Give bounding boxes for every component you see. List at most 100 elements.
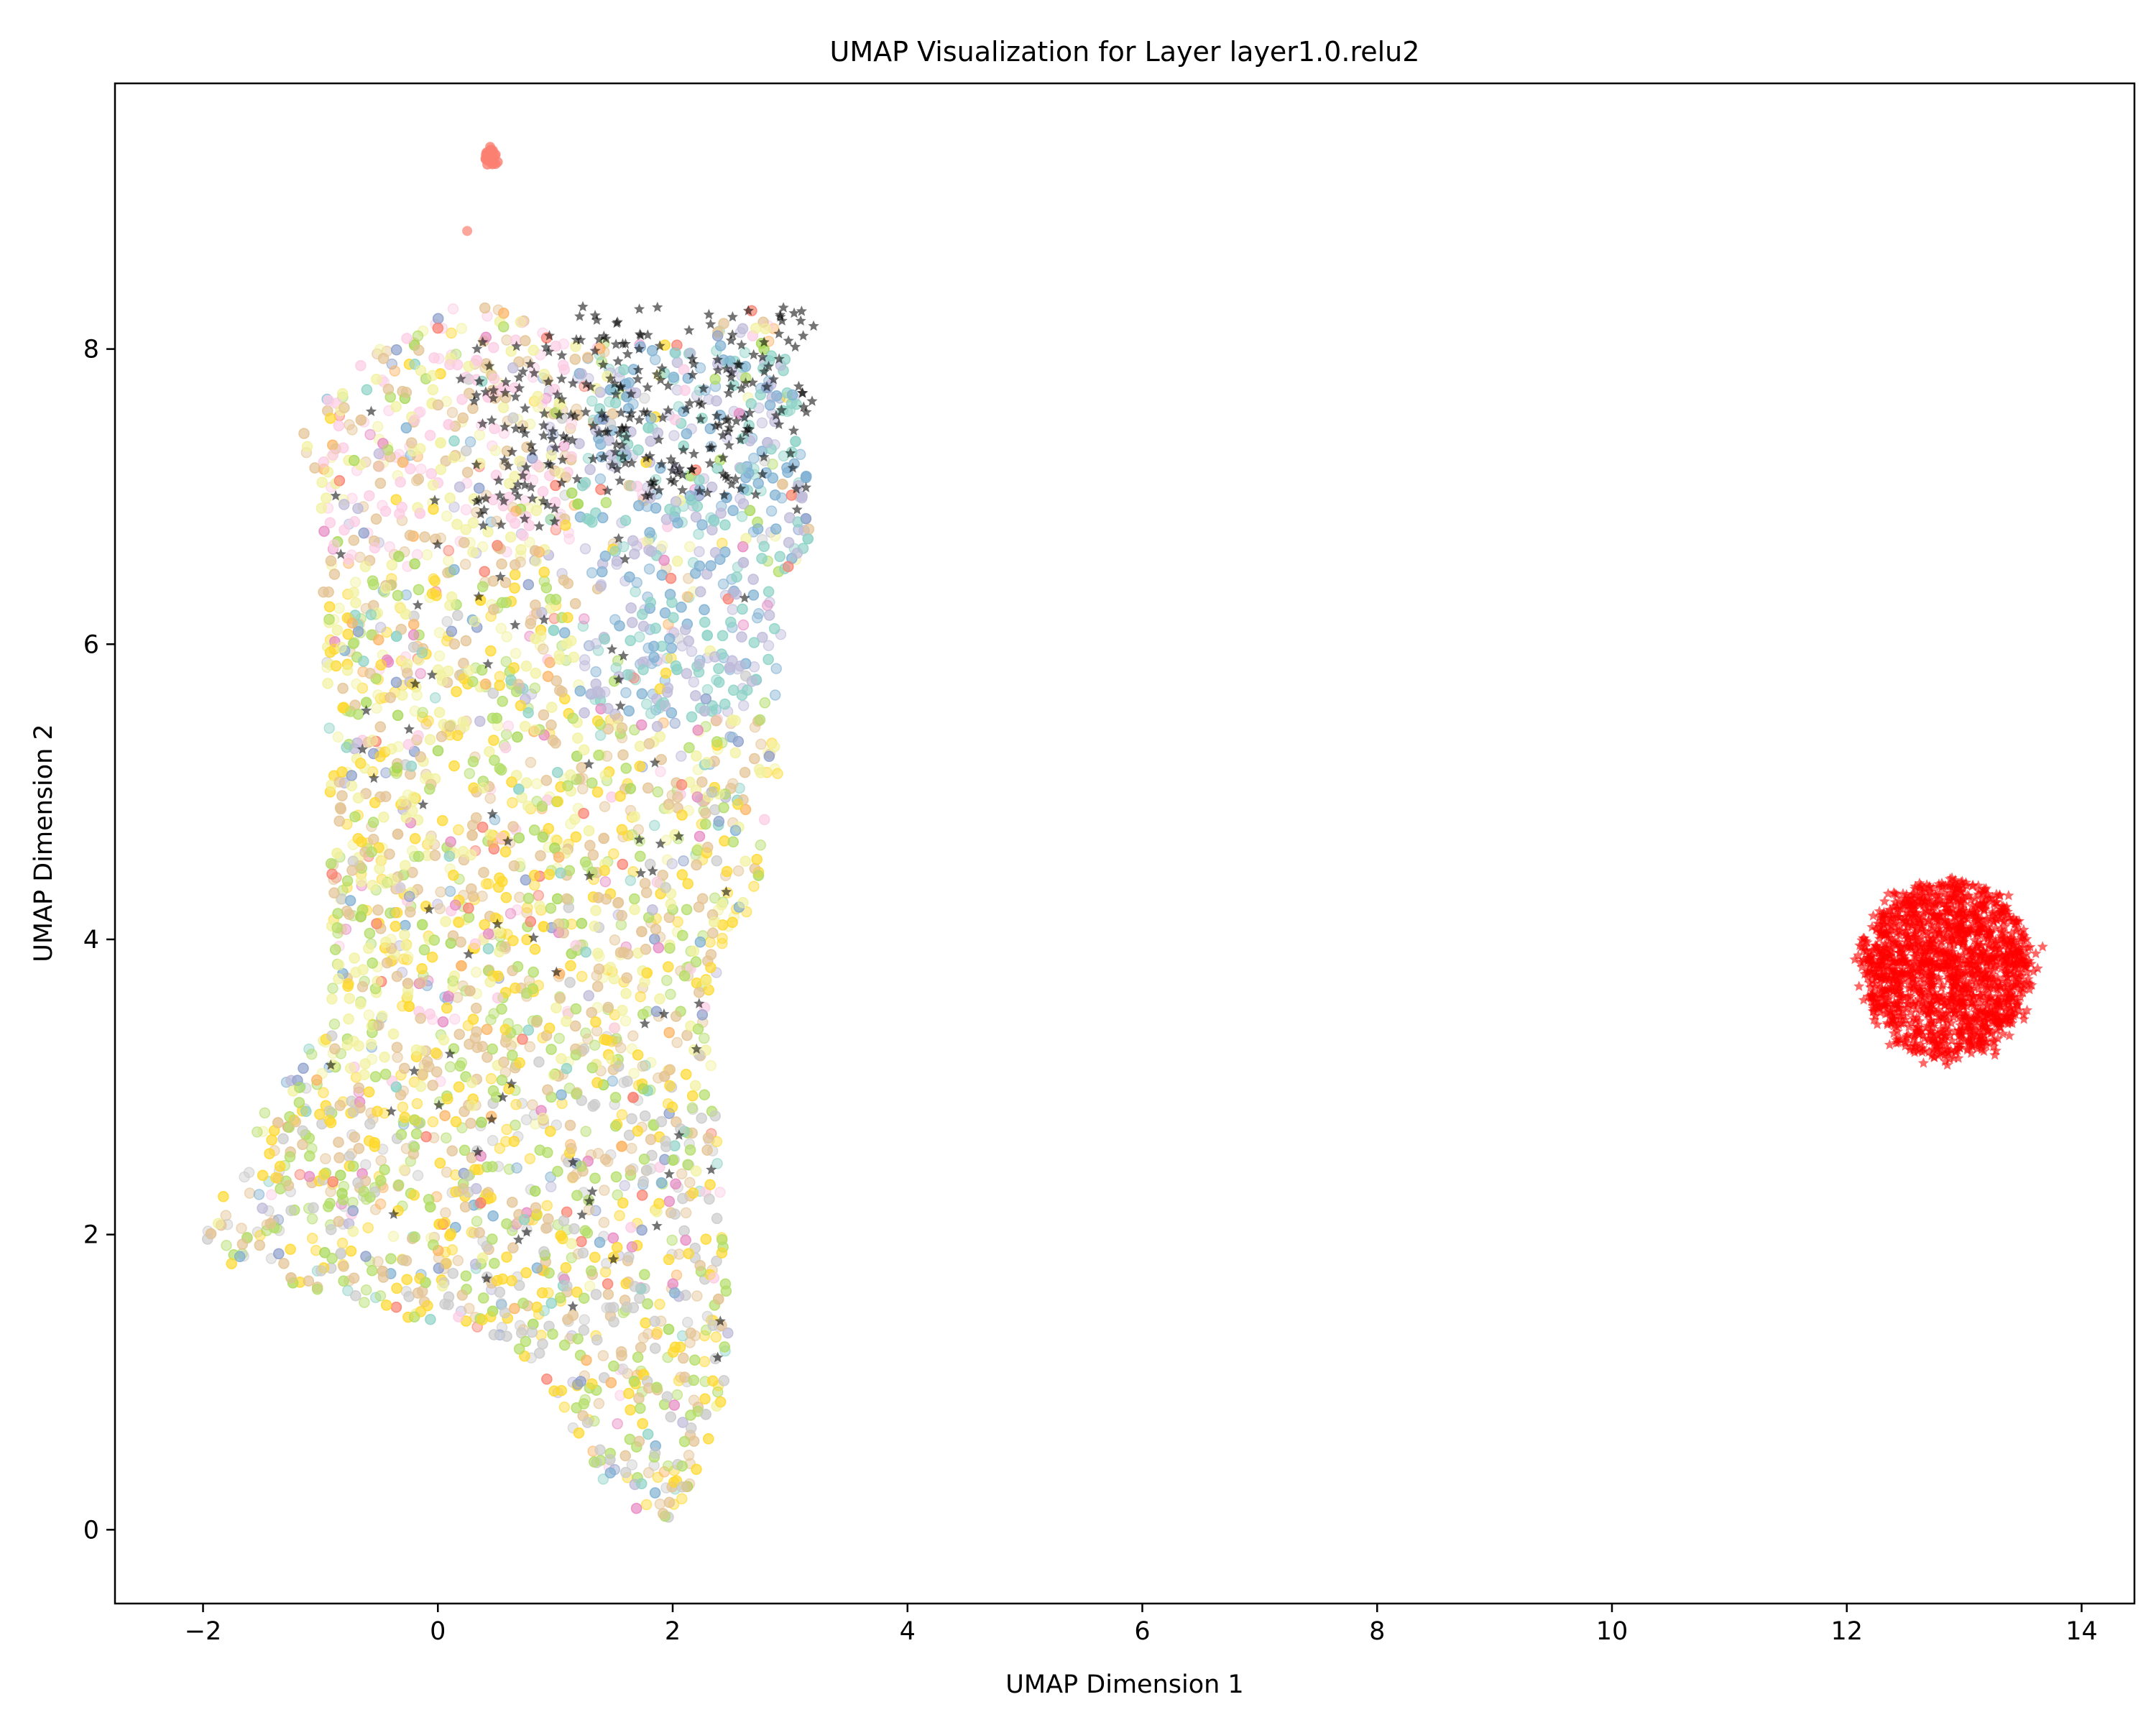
data-point xyxy=(694,546,705,558)
data-point xyxy=(561,1062,573,1075)
data-point xyxy=(427,1080,438,1091)
data-point xyxy=(651,721,663,732)
data-point xyxy=(732,735,745,748)
data-point xyxy=(505,512,517,523)
data-point xyxy=(344,1151,355,1162)
data-point xyxy=(592,645,604,656)
data-point xyxy=(614,1042,627,1054)
data-point xyxy=(621,1301,632,1313)
data-point xyxy=(377,1182,389,1193)
data-point xyxy=(511,1162,522,1174)
data-point xyxy=(384,691,396,704)
data-point xyxy=(594,387,606,398)
data-point xyxy=(579,1314,590,1325)
data-point xyxy=(333,420,345,432)
data-point xyxy=(708,916,720,928)
data-point xyxy=(640,1317,651,1329)
data-point xyxy=(590,905,602,916)
data-point xyxy=(333,1152,345,1164)
data-point xyxy=(565,1138,576,1151)
data-point xyxy=(616,722,628,734)
data-point xyxy=(748,452,760,464)
data-point xyxy=(468,782,479,794)
data-point xyxy=(318,456,330,468)
data-point xyxy=(545,902,557,914)
data-point xyxy=(570,939,582,952)
data-point xyxy=(566,487,578,499)
data-point xyxy=(447,981,459,993)
data-point xyxy=(659,700,671,712)
data-point xyxy=(625,783,637,794)
data-point xyxy=(499,1307,511,1319)
data-point xyxy=(543,868,555,880)
data-point xyxy=(655,765,666,778)
data-point xyxy=(648,819,660,832)
data-point xyxy=(484,792,496,804)
data-point xyxy=(791,547,803,559)
data-point xyxy=(441,1002,453,1014)
data-point xyxy=(298,1062,309,1075)
data-point xyxy=(670,496,682,507)
data-point xyxy=(566,1143,577,1154)
data-point xyxy=(704,1193,715,1205)
data-point xyxy=(683,1450,695,1461)
data-point xyxy=(568,1223,580,1235)
data-point xyxy=(721,865,733,878)
data-point xyxy=(371,702,382,714)
data-point xyxy=(323,1114,336,1126)
data-point xyxy=(635,719,648,731)
data-point xyxy=(384,540,395,553)
data-point xyxy=(661,686,673,698)
data-point xyxy=(322,466,334,478)
data-point xyxy=(682,1159,694,1171)
data-point xyxy=(770,663,782,674)
data-point xyxy=(438,1034,450,1046)
data-point xyxy=(324,517,336,528)
data-point xyxy=(457,412,469,424)
data-point xyxy=(430,1066,443,1077)
data-point xyxy=(386,559,398,571)
data-point xyxy=(344,993,356,1004)
data-point xyxy=(372,689,384,701)
data-point xyxy=(488,341,499,354)
data-point xyxy=(578,1325,590,1336)
data-point xyxy=(562,578,574,589)
data-point xyxy=(537,831,549,843)
data-point xyxy=(658,803,671,814)
data-point xyxy=(607,1075,619,1087)
plot-area xyxy=(114,82,2136,1605)
data-point xyxy=(571,1088,582,1100)
data-point xyxy=(632,1125,644,1137)
data-point xyxy=(717,578,729,590)
data-point xyxy=(756,553,768,564)
data-point xyxy=(416,647,428,658)
data-point xyxy=(367,957,378,969)
data-point xyxy=(713,676,725,688)
data-point xyxy=(626,617,638,628)
data-point xyxy=(607,1232,619,1244)
data-point xyxy=(349,1131,361,1143)
data-point xyxy=(714,1396,727,1408)
data-point xyxy=(440,1207,451,1219)
data-point xyxy=(387,1230,400,1242)
data-point xyxy=(673,1248,685,1260)
data-point xyxy=(701,757,713,768)
data-point xyxy=(371,373,382,385)
data-point xyxy=(485,1073,497,1085)
data-point xyxy=(336,766,348,778)
data-point xyxy=(597,1350,609,1361)
data-point xyxy=(328,1018,341,1030)
data-point xyxy=(419,531,430,543)
data-point xyxy=(309,462,321,474)
data-point xyxy=(336,1237,349,1249)
data-point xyxy=(466,1100,478,1112)
data-point xyxy=(601,1034,613,1046)
data-point xyxy=(470,812,482,824)
data-point xyxy=(400,860,411,871)
data-point xyxy=(441,1132,452,1144)
data-point xyxy=(586,567,598,579)
data-point xyxy=(668,1399,681,1411)
data-point xyxy=(385,1253,397,1264)
data-point xyxy=(346,865,358,876)
data-point xyxy=(580,1126,591,1137)
